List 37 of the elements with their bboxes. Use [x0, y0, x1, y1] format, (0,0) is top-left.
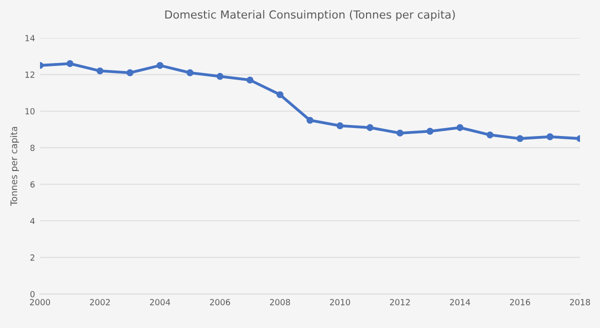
point	[246, 76, 254, 84]
point	[486, 131, 494, 138]
y-tick-label: 8	[30, 144, 35, 151]
y-tick-label: 6	[30, 181, 35, 188]
chart-title: Domestic Material Consuimption (Tonnes per capita)	[165, 10, 455, 21]
point	[426, 128, 434, 135]
y-tick-label: 10	[25, 108, 35, 114]
x-tick-label: 2004	[150, 299, 170, 306]
point	[336, 122, 344, 130]
x-tick-label: 2002	[90, 299, 110, 306]
point	[546, 133, 554, 140]
x-tick-label: 2010	[330, 299, 350, 306]
point	[516, 135, 524, 142]
y-tick-label: 14	[25, 35, 35, 42]
y-axis-title: Tonnes per capita	[10, 126, 19, 206]
y-tick-label: 12	[25, 72, 34, 78]
x-tick-label: 2000	[30, 299, 50, 306]
x-tick-label: 2008	[270, 299, 290, 306]
x-tick-label: 2006	[210, 299, 230, 306]
point	[66, 60, 74, 68]
x-tick-label: 2012	[390, 299, 410, 306]
point	[156, 62, 164, 69]
x-tick-label: 2016	[510, 299, 530, 306]
point	[456, 124, 464, 132]
point	[126, 69, 134, 76]
y-tick-label: 4	[30, 218, 35, 224]
point	[306, 116, 314, 124]
point	[366, 124, 374, 132]
point	[96, 67, 104, 74]
y-tick-label: 0	[30, 290, 35, 298]
point	[186, 69, 194, 76]
point	[216, 72, 224, 80]
y-tick-label: 2	[30, 254, 34, 261]
x-tick-label: 2018	[570, 299, 590, 306]
x-tick-label: 2014	[450, 299, 470, 306]
point	[276, 91, 284, 98]
point	[396, 130, 404, 137]
